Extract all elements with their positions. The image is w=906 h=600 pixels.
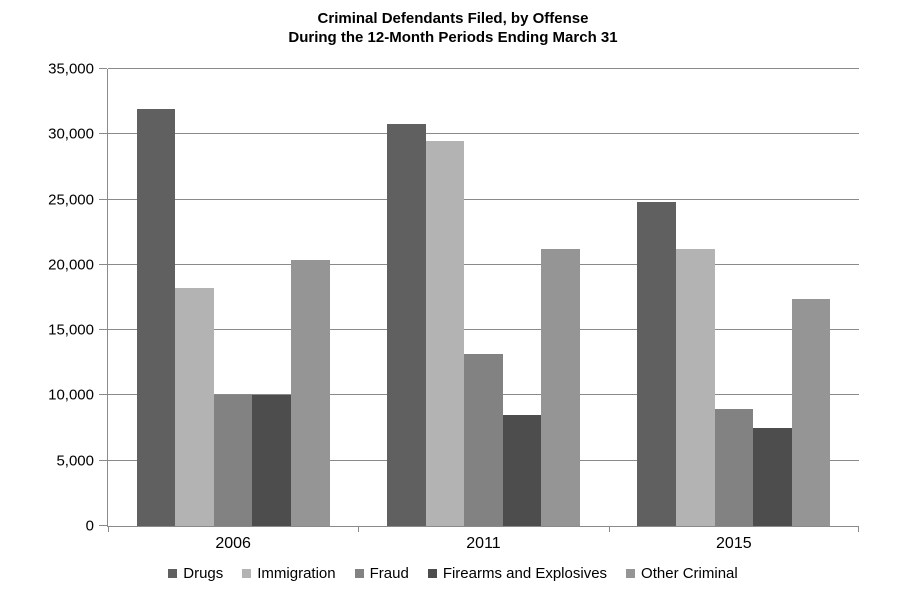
y-axis-tick-35000	[99, 68, 107, 69]
legend-item-other-criminal: Other Criminal	[626, 565, 738, 582]
gridline-30000	[108, 133, 859, 135]
bar-immigration-2011	[425, 140, 465, 526]
legend-label: Immigration	[257, 565, 336, 582]
bar-group-2011	[358, 69, 608, 526]
chart-title: Criminal Defendants Filed, by Offense Du…	[0, 9, 906, 47]
legend-item-immigration: Immigration	[242, 565, 336, 582]
bar-firearms-and-explosives-2015	[753, 428, 792, 526]
legend-label: Fraud	[369, 565, 409, 582]
y-axis-tick-0	[99, 525, 107, 526]
bar-drugs-2006	[136, 109, 176, 526]
chart-title-line1: Criminal Defendants Filed, by Offense	[317, 10, 589, 27]
y-axis-tick-15000	[99, 329, 107, 331]
bar-drugs-2011	[387, 123, 426, 526]
y-axis-label-20000: 20,000	[48, 256, 94, 274]
bar-fraud-2015	[714, 408, 754, 526]
bar-group-2006	[108, 69, 358, 526]
legend-swatch-icon	[168, 569, 178, 578]
bar-immigration-2015	[675, 249, 715, 526]
legend-item-drugs: Drugs	[168, 565, 223, 582]
bar-immigration-2006	[175, 288, 214, 526]
gridline-15000	[108, 329, 859, 331]
y-axis-label-25000: 25,000	[48, 191, 94, 209]
legend-label: Firearms and Explosives	[442, 565, 608, 582]
gridline-35000	[108, 68, 859, 69]
gridline-25000	[108, 198, 859, 200]
legend-swatch-icon	[626, 569, 636, 578]
legend-label: Drugs	[183, 565, 224, 582]
legend-swatch-icon	[354, 569, 364, 578]
x-axis-tick-1	[358, 526, 360, 532]
chart-title-line2: During the 12-Month Periods Ending March…	[288, 29, 618, 46]
legend-item-fraud: Fraud	[354, 565, 409, 582]
y-axis-labels: 0 5,000 10,000 15,000 20,000 25,000 30,000 35,0…	[0, 61, 94, 535]
x-axis-tick-3	[858, 526, 859, 532]
y-axis-label-15000: 15,000	[48, 321, 94, 339]
bar-group-2015	[609, 69, 859, 526]
gridline-20000	[108, 263, 859, 265]
bar-drugs-2015	[637, 202, 676, 526]
y-axis-label-30000: 30,000	[48, 125, 94, 143]
y-axis-label-10000: 10,000	[48, 386, 94, 404]
legend-swatch-icon	[242, 569, 252, 578]
legend-swatch-icon	[427, 569, 437, 578]
x-axis-tick-0	[108, 526, 109, 532]
x-axis-label-2006: 2006	[215, 535, 251, 552]
y-axis-label-0: 0	[85, 517, 94, 535]
x-axis-tick-2	[608, 526, 610, 532]
bar-fraud-2011	[464, 353, 503, 526]
bar-fraud-2006	[213, 395, 253, 526]
plot-area: 2006 2011 2015	[99, 68, 859, 552]
legend-item-firearms-and-explosives: Firearms and Explosives	[427, 565, 608, 582]
bar-other-criminal-2011	[541, 249, 580, 526]
bar-other-criminal-2006	[291, 259, 330, 526]
x-axis-label-2015: 2015	[716, 535, 752, 552]
y-axis-label-5000: 5,000	[56, 452, 94, 470]
y-axis-tick-20000	[99, 263, 107, 265]
x-axis-label-2011: 2011	[466, 535, 501, 552]
bar-firearms-and-explosives-2006	[252, 395, 292, 526]
y-axis-tick-10000	[99, 394, 107, 396]
y-axis-tick-5000	[99, 459, 107, 461]
bar-other-criminal-2015	[791, 298, 831, 526]
y-axis-tick-30000	[99, 133, 107, 135]
legend: Drugs Immigration Fraud Firearms and Explos…	[0, 565, 906, 582]
y-axis-tick-25000	[99, 198, 107, 200]
legend-label: Other Criminal	[641, 565, 738, 582]
y-axis-label-35000: 35,000	[48, 60, 94, 78]
bar-firearms-and-explosives-2011	[502, 415, 542, 526]
